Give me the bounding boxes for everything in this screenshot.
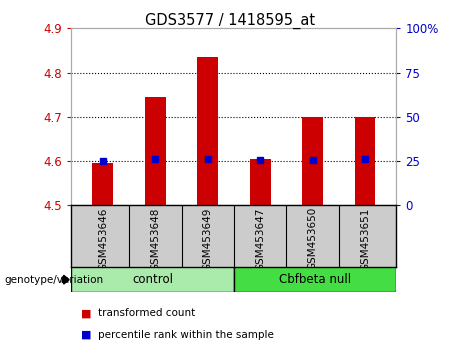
Bar bbox=[71, 267, 234, 292]
Text: GDS3577 / 1418595_at: GDS3577 / 1418595_at bbox=[145, 12, 316, 29]
Bar bbox=[302, 117, 323, 205]
Bar bbox=[197, 57, 218, 205]
Text: GSM453648: GSM453648 bbox=[150, 207, 160, 270]
Text: GSM453650: GSM453650 bbox=[307, 207, 318, 270]
Text: transformed count: transformed count bbox=[98, 308, 195, 318]
Text: GSM453646: GSM453646 bbox=[98, 207, 108, 270]
Text: ■: ■ bbox=[81, 308, 91, 318]
Text: GSM453651: GSM453651 bbox=[360, 207, 370, 270]
Text: GSM453649: GSM453649 bbox=[203, 207, 213, 270]
Bar bbox=[250, 159, 271, 205]
Bar bbox=[234, 267, 396, 292]
Text: genotype/variation: genotype/variation bbox=[5, 275, 104, 285]
Text: control: control bbox=[132, 273, 173, 286]
Bar bbox=[92, 163, 113, 205]
Bar bbox=[145, 97, 166, 205]
Text: percentile rank within the sample: percentile rank within the sample bbox=[98, 330, 274, 339]
Text: Cbfbeta null: Cbfbeta null bbox=[279, 273, 351, 286]
Bar bbox=[355, 117, 376, 205]
Text: ■: ■ bbox=[81, 330, 91, 339]
Text: GSM453647: GSM453647 bbox=[255, 207, 265, 270]
